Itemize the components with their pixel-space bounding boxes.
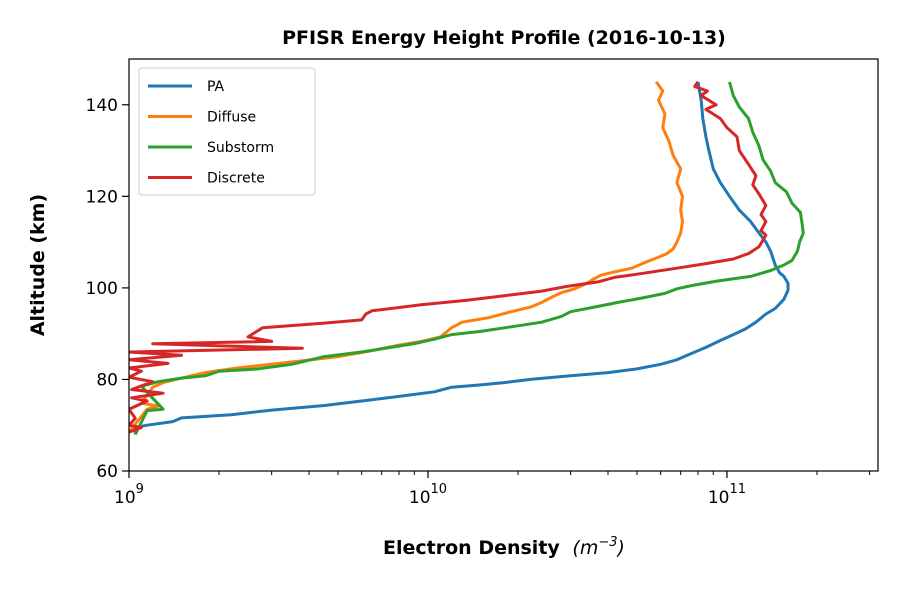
y-tick-label: 60 (96, 462, 118, 482)
legend-label-discrete: Discrete (207, 171, 265, 187)
y-tick-label: 120 (86, 187, 118, 207)
y-axis: 60 80 100 120 140 (86, 96, 129, 482)
y-axis-label: Altitude (km) (27, 194, 49, 336)
x-axis-label-main: Electron Density (383, 537, 560, 559)
series-line-substorm (133, 81, 805, 436)
x-axis-label: Electron Density (m−3) (383, 535, 625, 559)
series-line-pa (133, 81, 790, 435)
legend-label-diffuse: Diffuse (207, 110, 256, 126)
x-tick-label: 1011 (708, 482, 746, 508)
legend: PA Diffuse Substorm Discrete (138, 67, 316, 196)
series-line-discrete (129, 81, 768, 434)
x-axis: 109 1010 1011 (114, 471, 871, 508)
chart-title: PFISR Energy Height Profile (2016-10-13) (282, 27, 726, 49)
plot-frame (128, 58, 879, 472)
x-tick-label: 109 (114, 482, 144, 508)
y-tick-label: 140 (86, 96, 118, 116)
y-tick-label: 100 (86, 279, 118, 299)
legend-box (138, 67, 316, 196)
legend-label-pa: PA (207, 79, 225, 95)
series-line-diffuse (129, 81, 684, 434)
y-tick-label: 80 (96, 370, 118, 390)
plot-area (128, 58, 879, 472)
x-tick-label: 1010 (409, 482, 447, 508)
series-layer (129, 81, 805, 436)
legend-label-substorm: Substorm (207, 140, 274, 156)
